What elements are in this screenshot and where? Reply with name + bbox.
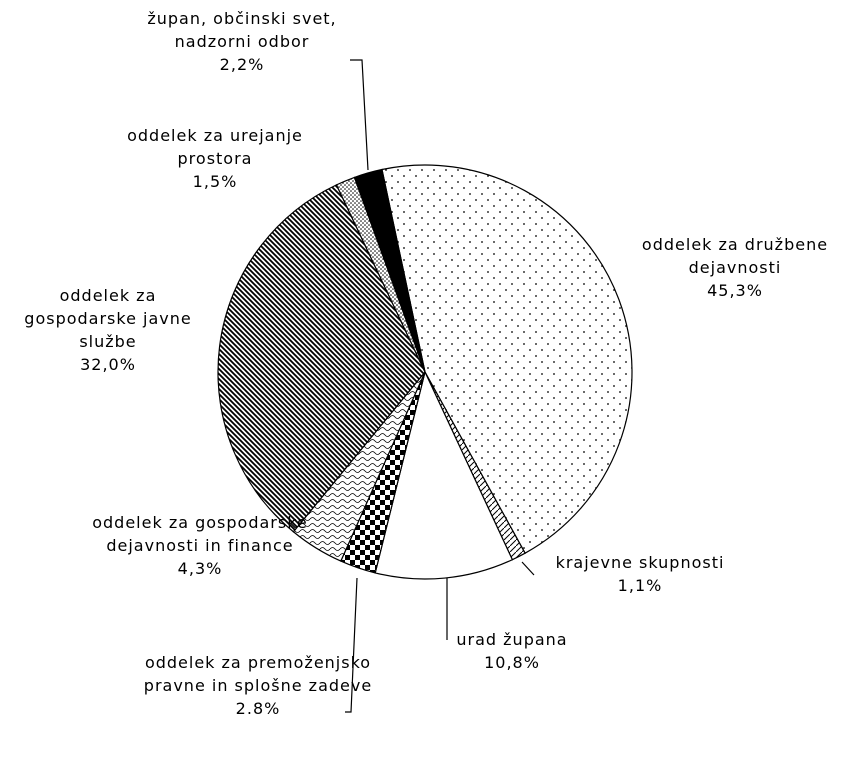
pie-slice	[353, 168, 426, 373]
value-label: 1,5%	[192, 172, 238, 191]
leader-line	[345, 577, 358, 713]
slice-label: oddelek za urejanje prostora 1,5%	[100, 124, 330, 193]
value-label: 32,0%	[80, 355, 136, 374]
slice-label: urad župana 10,8%	[422, 628, 602, 674]
value-label: 4,3%	[177, 559, 223, 578]
slice-label: župan, občinski svet, nadzorni odbor 2,2%	[112, 7, 372, 76]
leader-line	[521, 561, 535, 576]
value-label: 2,2%	[219, 55, 265, 74]
value-label: 10,8%	[484, 653, 540, 672]
category-name: krajevne skupnosti	[555, 553, 725, 572]
leader-line	[350, 59, 369, 171]
slice-label: oddelek za gospodarske dejavnosti in fin…	[75, 511, 325, 580]
value-label: 1,1%	[617, 576, 663, 595]
leader-lines	[345, 59, 535, 713]
slice-label: oddelek za premoženjsko pravne in splošn…	[143, 651, 373, 720]
category-name: oddelek za premoženjsko pravne in splošn…	[143, 653, 373, 695]
value-label: 2.8%	[235, 699, 281, 718]
slice-label: krajevne skupnosti 1,1%	[530, 551, 750, 597]
pie-slice	[381, 164, 633, 555]
category-name: oddelek za gospodarske javne službe	[24, 286, 192, 351]
pie-slice	[217, 184, 426, 533]
category-name: urad župana	[456, 630, 568, 649]
pie-slice	[374, 370, 514, 580]
slice-label: oddelek za družbene dejavnosti 45,3%	[615, 233, 851, 302]
category-name: župan, občinski svet, nadzorni odbor	[147, 9, 337, 51]
slice-label: oddelek za gospodarske javne službe 32,0%	[1, 284, 216, 376]
category-name: oddelek za gospodarske dejavnosti in fin…	[92, 513, 308, 555]
category-name: oddelek za urejanje prostora	[127, 126, 303, 168]
category-name: oddelek za družbene dejavnosti	[641, 235, 829, 277]
value-label: 45,3%	[707, 281, 763, 300]
